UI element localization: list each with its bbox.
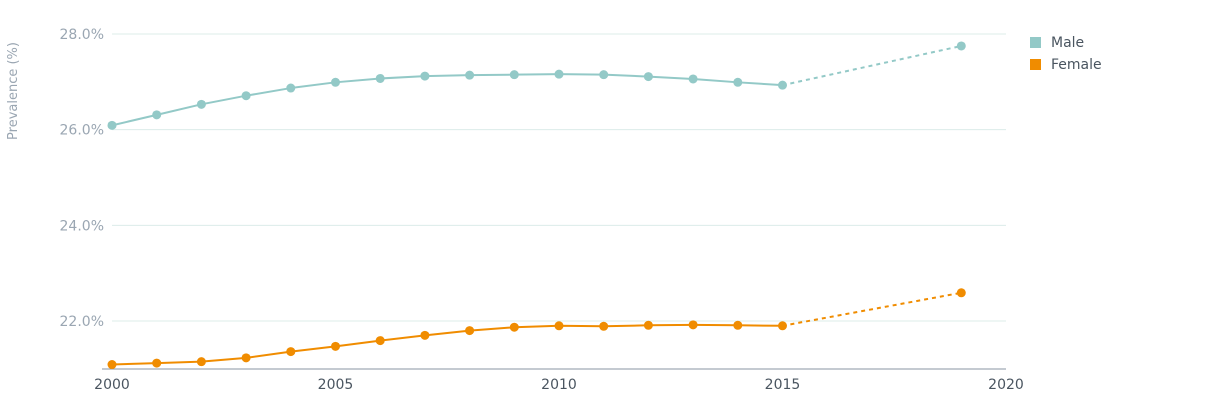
legend-swatch xyxy=(1030,37,1041,48)
data-point[interactable] xyxy=(778,80,787,90)
projection-point[interactable] xyxy=(956,41,966,51)
legend: Male Female xyxy=(1030,35,1102,73)
y-tick-label: 24.0% xyxy=(60,218,104,234)
projection-line xyxy=(782,291,962,327)
data-point[interactable] xyxy=(286,83,296,93)
projection-line xyxy=(782,44,962,87)
data-point[interactable] xyxy=(643,320,653,330)
y-tick-label: 28.0% xyxy=(60,27,104,43)
y-axis-label: Prevalence (%) xyxy=(6,42,21,140)
series xyxy=(107,41,966,370)
data-point[interactable] xyxy=(643,72,653,82)
data-point[interactable] xyxy=(599,321,609,331)
data-point[interactable] xyxy=(465,70,475,80)
data-point[interactable] xyxy=(778,321,787,331)
legend-swatch xyxy=(1030,59,1041,70)
data-point[interactable] xyxy=(733,320,743,330)
data-point[interactable] xyxy=(554,321,564,331)
legend-item-female[interactable]: Female xyxy=(1030,57,1102,73)
data-point[interactable] xyxy=(688,320,698,330)
data-point[interactable] xyxy=(331,77,340,87)
data-point[interactable] xyxy=(375,336,385,346)
data-point[interactable] xyxy=(196,357,206,367)
data-point[interactable] xyxy=(599,70,609,80)
data-point[interactable] xyxy=(286,347,296,357)
y-tick-label: 22.0% xyxy=(60,314,104,330)
y-tick-labels: 22.0% 24.0% 26.0% 28.0% xyxy=(60,27,104,330)
data-point[interactable] xyxy=(509,322,519,332)
projection-point[interactable] xyxy=(956,288,966,298)
data-point[interactable] xyxy=(331,341,340,351)
data-point[interactable] xyxy=(420,330,430,340)
x-tick-label: 2020 xyxy=(988,377,1024,393)
data-point[interactable] xyxy=(509,70,519,80)
series-female xyxy=(107,288,966,370)
x-tick-labels: 2000 2005 2010 2015 2020 xyxy=(94,377,1024,393)
x-tick-label: 2015 xyxy=(765,377,801,393)
series-line xyxy=(111,323,783,366)
y-tick-label: 26.0% xyxy=(60,123,104,139)
data-point[interactable] xyxy=(375,73,385,83)
data-point[interactable] xyxy=(241,91,251,101)
data-point[interactable] xyxy=(107,360,117,370)
gridlines xyxy=(112,33,1006,322)
x-tick-label: 2005 xyxy=(318,377,354,393)
data-point[interactable] xyxy=(152,358,162,368)
data-point[interactable] xyxy=(733,77,743,87)
data-point[interactable] xyxy=(196,99,206,109)
legend-item-male[interactable]: Male xyxy=(1030,35,1084,51)
data-point[interactable] xyxy=(107,120,117,130)
data-point[interactable] xyxy=(241,353,251,363)
series-male xyxy=(107,41,966,130)
data-point[interactable] xyxy=(465,326,475,336)
data-point[interactable] xyxy=(554,69,564,79)
legend-label: Female xyxy=(1051,57,1102,73)
x-tick-label: 2010 xyxy=(541,377,577,393)
data-point[interactable] xyxy=(688,74,698,84)
data-point[interactable] xyxy=(152,110,162,120)
x-tick-label: 2000 xyxy=(94,377,130,393)
data-point[interactable] xyxy=(420,71,430,81)
legend-label: Male xyxy=(1051,35,1084,51)
series-line xyxy=(111,73,783,127)
